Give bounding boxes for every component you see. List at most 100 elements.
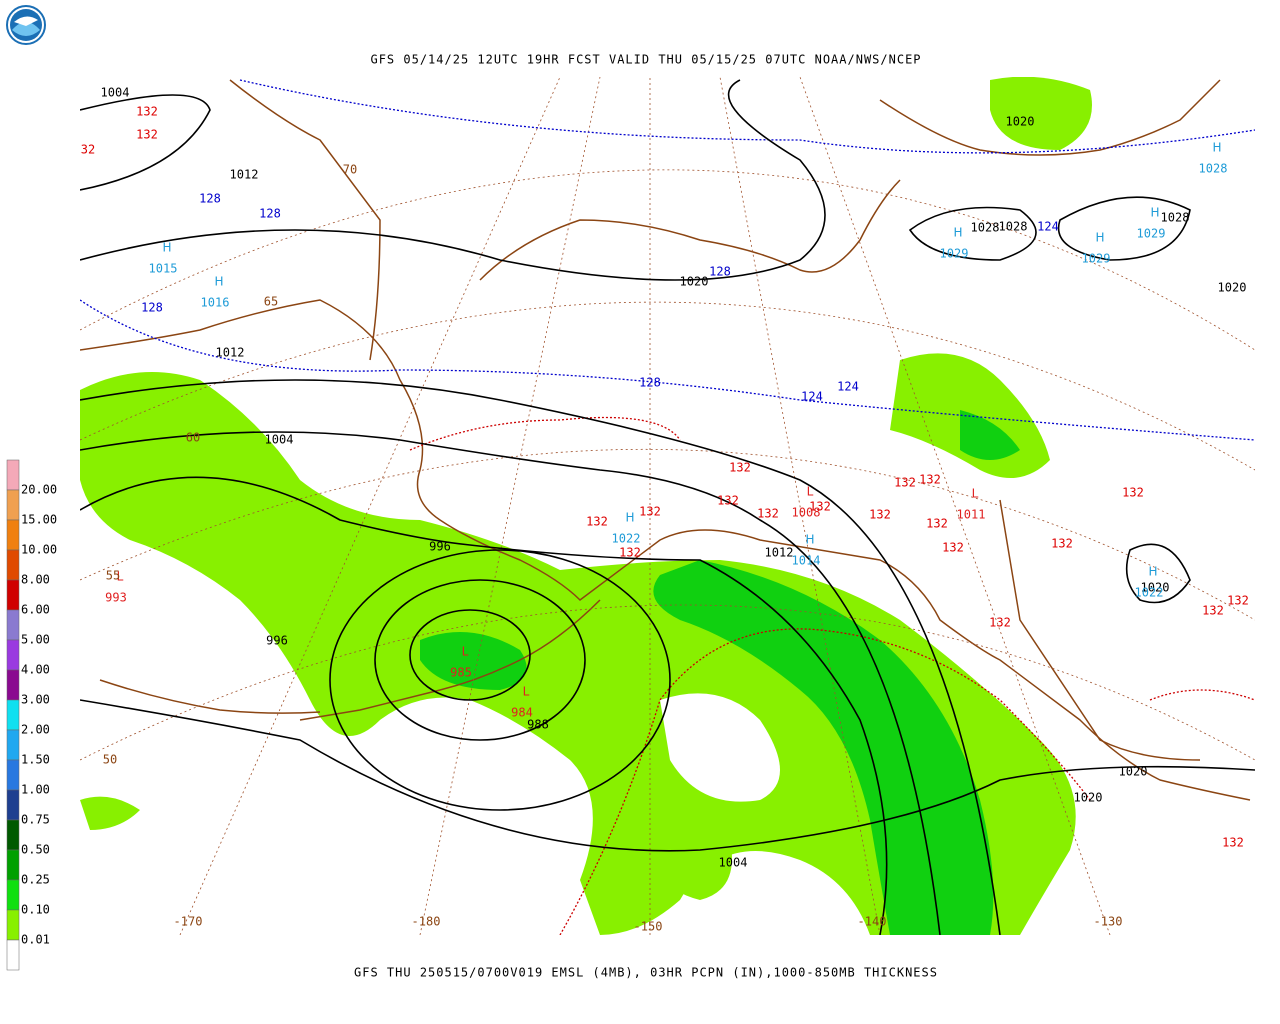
thickness-label: 132 (639, 505, 661, 519)
pressure-center-symbol: H (1148, 565, 1157, 579)
isobar-label: 996 (266, 634, 288, 648)
isobar (80, 79, 1255, 935)
thickness-label: 132 (136, 128, 158, 142)
legend-swatch (6, 789, 20, 821)
legend-label: 6.00 (21, 603, 50, 617)
pressure-center-symbol: L (462, 645, 469, 659)
isobar-label: 996 (429, 540, 451, 554)
thickness-label: 132 (1227, 594, 1249, 608)
legend-label: 4.00 (21, 663, 50, 677)
thickness-label: 128 (639, 376, 661, 390)
isobar-label: 988 (527, 718, 549, 732)
legend-label: 1.50 (21, 753, 50, 767)
latitude-label: 70 (343, 163, 357, 177)
thickness-label: 128 (141, 301, 163, 315)
thickness-label: 132 (757, 507, 779, 521)
thickness-label: 124 (1037, 220, 1059, 234)
pressure-center-value: 1029 (1137, 227, 1166, 241)
pressure-center-value: 1015 (149, 262, 178, 276)
longitude-label: -150 (634, 920, 663, 934)
pressure-center-symbol: H (953, 226, 962, 240)
legend-swatch (6, 549, 20, 581)
pressure-center-value: 1014 (792, 554, 821, 568)
pressure-center-value: 1029 (940, 247, 969, 261)
pressure-center-value: 993 (105, 591, 127, 605)
thickness-label: 124 (801, 390, 823, 404)
legend-label: 15.00 (21, 513, 57, 527)
thickness-label: 132 (1051, 537, 1073, 551)
legend-label: 0.01 (21, 933, 50, 947)
latitude-label: 60 (186, 431, 200, 445)
thickness-label: 128 (709, 265, 731, 279)
pressure-center-value: 1028 (1199, 162, 1228, 176)
legend-swatch (6, 729, 20, 761)
legend-swatch (6, 699, 20, 731)
legend-swatch (6, 519, 20, 551)
pressure-center-value: 1029 (1082, 252, 1111, 266)
thickness-label: 32 (81, 143, 95, 157)
legend-label: 0.75 (21, 813, 50, 827)
legend-swatch (6, 879, 20, 911)
thickness-label: 132 (869, 508, 891, 522)
map-field (80, 77, 1255, 935)
map-title: GFS 05/14/25 12UTC 19HR FCST VALID THU 0… (370, 53, 921, 67)
legend-label: 10.00 (21, 543, 57, 557)
legend-swatch (6, 909, 20, 941)
pressure-center-symbol: L (972, 487, 979, 501)
thickness-label: 132 (136, 105, 158, 119)
longitude-label: -180 (412, 915, 441, 929)
map-caption: GFS THU 250515/0700V019 EMSL (4MB), 03HR… (354, 966, 938, 980)
thickness-label: 132 (989, 616, 1011, 630)
legend-label: 1.00 (21, 783, 50, 797)
pressure-center-symbol: L (117, 570, 124, 584)
coastline (80, 79, 1251, 801)
legend-swatch (6, 459, 20, 491)
thickness-label: 132 (919, 473, 941, 487)
pressure-center-value: 1008 (792, 506, 821, 520)
longitude-label: -130 (1094, 915, 1123, 929)
isobar-label: 1012 (765, 546, 794, 560)
legend-label: 0.50 (21, 843, 50, 857)
isobar-label: 1020 (1141, 581, 1170, 595)
latitude-label: 55 (106, 569, 120, 583)
isobar-label: 1020 (1218, 281, 1247, 295)
pressure-center-symbol: H (162, 241, 171, 255)
thickness-label: 132 (1202, 604, 1224, 618)
pressure-center-value: 1022 (1135, 586, 1164, 600)
thickness-label: 128 (259, 207, 281, 221)
isobar-label: 1020 (680, 275, 709, 289)
legend-swatch (6, 609, 20, 641)
pressure-center-value: 1011 (957, 508, 986, 522)
isobar-label: 1028 (971, 221, 1000, 235)
legend-swatch (6, 849, 20, 881)
latitude-label: 65 (264, 295, 278, 309)
legend-label: 5.00 (21, 633, 50, 647)
longitude-label: -170 (174, 915, 203, 929)
legend-swatch (6, 759, 20, 791)
pressure-center-symbol: H (805, 533, 814, 547)
thickness-label: 132 (926, 517, 948, 531)
thickness-contour (80, 79, 1255, 935)
isobar-label: 1028 (999, 220, 1028, 234)
legend-label: 3.00 (21, 693, 50, 707)
legend-swatch (6, 669, 20, 701)
legend-swatch (6, 639, 20, 671)
precipitation-area-heavier (420, 410, 1020, 935)
isobar-label: 1020 (1006, 115, 1035, 129)
pressure-center-symbol: H (1095, 231, 1104, 245)
pressure-center-value: 1022 (612, 532, 641, 546)
pressure-center-value: 1016 (201, 296, 230, 310)
legend-label: 8.00 (21, 573, 50, 587)
thickness-label: 132 (894, 476, 916, 490)
legend-swatch (6, 939, 20, 971)
pressure-center-symbol: L (807, 485, 814, 499)
thickness-label: 132 (809, 500, 831, 514)
legend-swatch (6, 579, 20, 611)
noaa-logo (6, 5, 46, 45)
isobar-label: 1020 (1119, 765, 1148, 779)
longitude-label: -140 (858, 915, 887, 929)
isobar-label: 1020 (1074, 791, 1103, 805)
legend-label: 0.25 (21, 873, 50, 887)
legend-label: 2.00 (21, 723, 50, 737)
